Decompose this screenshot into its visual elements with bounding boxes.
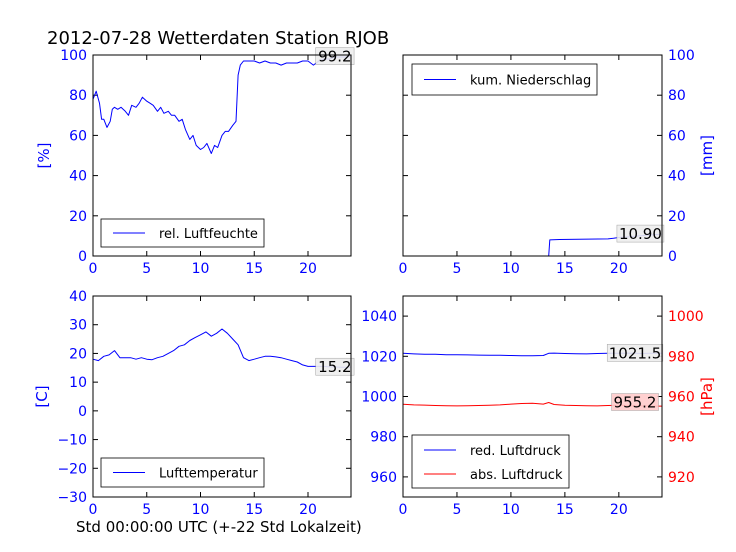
figure-title: 2012-07-28 Wetterdaten Station RJOB: [47, 28, 389, 49]
x-tick-label: 10: [502, 502, 520, 518]
legend-label: rel. Luftfeuchte: [159, 227, 258, 242]
y-tick-label: 20: [69, 346, 87, 362]
legend-label: red. Luftdruck: [470, 444, 561, 459]
x-tick-label: 0: [399, 502, 408, 518]
y-tick-label: 1000: [361, 390, 397, 406]
legend-label: abs. Luftdruck: [470, 468, 563, 483]
y-tick-label: 960: [668, 390, 695, 406]
y-tick-label: 940: [668, 430, 695, 446]
y-tick-label: 20: [668, 209, 686, 225]
y-tick-label: 20: [69, 209, 87, 225]
y-axis-label: [%]: [35, 143, 53, 169]
x-tick-label: 15: [245, 261, 263, 277]
y-tick-label: 100: [60, 48, 87, 64]
x-tick-label: 10: [502, 261, 520, 277]
y-tick-label: 100: [668, 48, 695, 64]
x-tick-label: 5: [452, 261, 461, 277]
x-tick-label: 20: [610, 261, 628, 277]
panel-top-left: 0 5 10 15 20 0 20 40 60 80 100 [%] 99.2 rel. Luftfeuc…: [35, 47, 355, 277]
axes-frame: [402, 295, 663, 498]
annotation-box: [606, 344, 664, 362]
y-tick-label: 80: [668, 88, 686, 104]
y-tick-label: 980: [370, 430, 397, 446]
y-tick-label: 1000: [668, 309, 704, 325]
x-tick-label: 5: [452, 502, 461, 518]
legend-label: kum. Niederschlag: [470, 74, 591, 89]
y-tick-label: 0: [668, 249, 677, 265]
x-tick-label: 0: [89, 502, 98, 518]
y-tick-label: 1020: [361, 349, 397, 365]
y-axis-label: [mm]: [698, 135, 716, 176]
y-tick-label: 0: [78, 404, 87, 420]
legend-box: [411, 434, 570, 489]
y-tick-label: 60: [69, 128, 87, 144]
panel-bottom-left: 0 5 10 15 20 −30 −20 −10 0 10 20 30 40 [C] 15.2 Lufttem…: [33, 289, 355, 518]
annotation-box: [315, 47, 355, 65]
annotation-value: 99.2: [318, 48, 351, 66]
y-tick-label: 80: [69, 88, 87, 104]
x-tick-label: 5: [142, 261, 151, 277]
annotation-value: 10.90: [619, 225, 662, 243]
series-line-1: [92, 56, 352, 154]
axes-frame: [92, 54, 352, 257]
y-tick-label: −30: [57, 490, 87, 506]
annotation-value: 15.2: [318, 358, 351, 376]
x-tick-label: 15: [556, 261, 574, 277]
axes-frame: [92, 295, 352, 498]
y-tick-label: 920: [668, 470, 695, 486]
series-line-1: [92, 328, 351, 368]
figure-xlabel: Std 00:00:00 UTC (+-22 Std Lokalzeit): [76, 518, 362, 536]
y-tick-label: 40: [69, 289, 87, 305]
y-axis-label: [C]: [33, 385, 51, 407]
x-tick-label: 20: [299, 502, 317, 518]
panel-bottom-right: 0 5 10 15 20 960 980 1000 1020 1040 920 940 960 980 10…: [361, 295, 716, 518]
annotation-box: [315, 357, 355, 376]
y-tick-label: 1040: [361, 309, 397, 325]
axes-frame: [402, 54, 663, 257]
annotation-value: 1021.5: [609, 344, 662, 362]
annotation-value: 955.2: [614, 394, 657, 412]
annotation-box: [616, 224, 665, 243]
annotation-box: [611, 393, 659, 411]
y-tick-label: 40: [668, 169, 686, 185]
x-tick-label: 0: [89, 261, 98, 277]
x-tick-label: 15: [556, 502, 574, 518]
y-tick-label: −20: [57, 461, 87, 477]
y-tick-label: −10: [57, 433, 87, 449]
x-tick-label: 0: [399, 261, 408, 277]
y-tick-label: 40: [69, 169, 87, 185]
legend-label: Lufttemperatur: [159, 467, 258, 482]
x-tick-label: 20: [610, 502, 628, 518]
panel-top-right: 0 5 10 15 20 0 20 40 60 80 100 [mm] 10.90 kum. Nieder…: [399, 48, 716, 277]
x-tick-label: 5: [142, 502, 151, 518]
y-tick-label: 60: [668, 128, 686, 144]
x-tick-label: 10: [192, 502, 210, 518]
x-tick-label: 20: [299, 261, 317, 277]
x-tick-label: 15: [245, 502, 263, 518]
y-tick-label: 0: [78, 249, 87, 265]
y-tick-label: 10: [69, 375, 87, 391]
y-axis-label: [hPa]: [698, 377, 716, 416]
y-tick-label: 960: [370, 470, 397, 486]
x-tick-label: 10: [192, 261, 210, 277]
y-tick-label: 980: [668, 349, 695, 365]
y-tick-label: 30: [69, 318, 87, 334]
